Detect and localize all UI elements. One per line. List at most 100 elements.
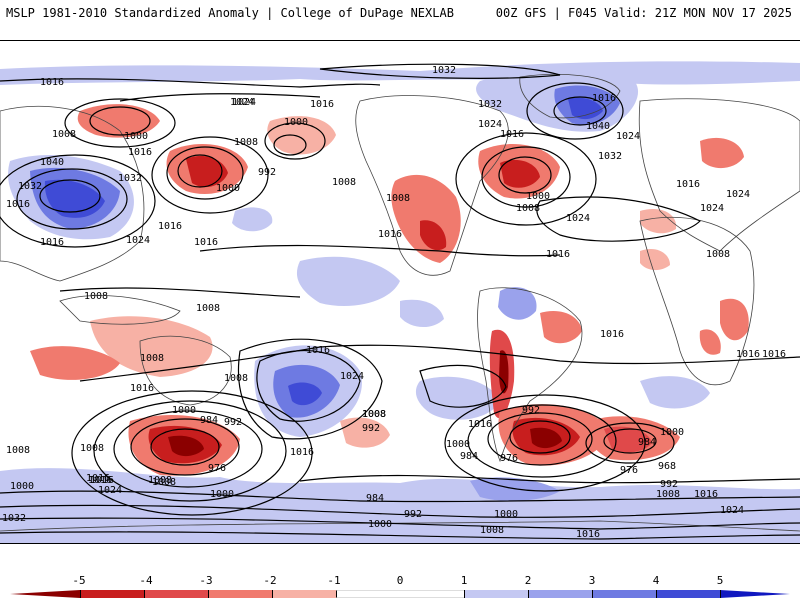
colorbar-tick: 0 — [396, 574, 404, 587]
colorbar-segment — [10, 590, 80, 598]
isobar-label: 1024 — [98, 485, 122, 496]
isobar-label: 1032 — [2, 513, 26, 524]
isobar-label: 1024 — [232, 97, 256, 108]
south-pacific-negative-east — [340, 417, 390, 448]
isobar-label: 1032 — [432, 65, 456, 76]
asia-west-outline — [0, 106, 145, 282]
north-atlantic-negative-core — [500, 159, 540, 188]
isobar-1024-atl-high — [536, 196, 702, 242]
west-africa-negative — [640, 248, 670, 271]
gulf-alaska-negative — [267, 116, 336, 155]
isobar-label: 1024 — [720, 505, 744, 516]
isobar-label: 1008 — [224, 373, 248, 384]
isobar-label: 968 — [658, 461, 676, 472]
greenland-outline — [519, 73, 621, 119]
isobar-label: 1016 — [468, 419, 492, 430]
isobar-label: 1008 — [362, 409, 386, 420]
map-title: MSLP 1981-2010 Standardized Anomaly | Co… — [6, 6, 454, 20]
south-africa-negative — [699, 329, 721, 355]
isobar-label: 1008 — [480, 525, 504, 536]
isobar-label: 984 — [638, 437, 656, 448]
isobar-label: 992 — [362, 423, 380, 434]
isobar-label: 1024 — [126, 235, 150, 246]
colorbar-tick: 1 — [460, 574, 468, 587]
east-africa-negative — [720, 298, 749, 341]
isobar-label: 1008 — [152, 477, 176, 488]
isobar-label: 1024 — [726, 189, 750, 200]
isobar-968-so-low — [603, 428, 657, 454]
isobar-label: 1008 — [516, 203, 540, 214]
isobar-1008-np-low2 — [151, 136, 269, 214]
isobar-label: 1040 — [40, 157, 64, 168]
isobar-label: 1024 — [616, 131, 640, 142]
colorbar-tick: -1 — [327, 574, 341, 587]
isobar-1008-atl-low — [481, 146, 571, 208]
colorbar-segment — [144, 590, 208, 598]
isobar-label: 976 — [500, 453, 518, 464]
land-outlines — [0, 73, 800, 532]
colorbar-segment — [80, 590, 144, 598]
isobar-1016-north — [0, 78, 381, 88]
isobar-label: 1008 — [362, 409, 386, 420]
isobar-label: 1000 — [494, 509, 518, 520]
isobar-label: 1016 — [310, 99, 334, 110]
isobar-label: 1016 — [736, 349, 760, 360]
isobar-label: 1000 — [172, 405, 196, 416]
isobar-label: 984 — [460, 451, 478, 462]
anomaly-map[interactable]: 1016 1024 1016 1032 1032 1024 1008 1000 … — [0, 40, 800, 544]
colorbar-tick: -3 — [199, 574, 213, 587]
isobar-1024-siberia — [0, 154, 156, 248]
isobar-1024-sa-high — [419, 364, 507, 408]
isobar-label: 1008 — [656, 489, 680, 500]
isobar-1008-si-low — [71, 390, 313, 516]
isobar-976-so-low — [585, 422, 675, 464]
isobar-label: 1016 — [762, 349, 786, 360]
isobar-label: 1016 — [592, 93, 616, 104]
isobar-label: 1016 — [694, 489, 718, 500]
colorbar-segment — [528, 590, 592, 598]
west-pacific-negative — [30, 346, 120, 380]
isobar-label: 1000 — [10, 481, 34, 492]
europe-negative — [700, 137, 744, 169]
isobar-992-goa — [273, 134, 307, 156]
middle-east-negative — [640, 209, 677, 234]
isobar-1000-sa-low — [444, 394, 646, 492]
isobar-label: 1016 — [576, 529, 600, 540]
chile-negative-core — [499, 350, 509, 394]
isobar-1024-sp-high — [256, 350, 361, 422]
isobar-labels: 1016 1024 1016 1032 1032 1024 1008 1000 … — [2, 65, 786, 540]
isobar-label: 1016 — [86, 473, 110, 484]
isobar-1040-atlantic — [553, 96, 607, 126]
atlantic-positive-center — [568, 97, 603, 120]
isobar-1032-arctic — [319, 63, 561, 79]
isobar-label: 1016 — [500, 129, 524, 140]
indonesia-outline — [59, 295, 181, 325]
isobar-label: 1000 — [446, 439, 470, 450]
equatorial-positive-1 — [296, 256, 400, 307]
isobar-label: 1008 — [234, 137, 258, 148]
isobar-1000-goa — [264, 122, 326, 160]
isobar-984-si-low — [130, 418, 240, 476]
isobar-label: 984 — [200, 415, 218, 426]
brazil-negative — [540, 311, 582, 344]
north-pacific-positive — [232, 207, 273, 232]
colorbar-tick: 4 — [652, 574, 660, 587]
valid-time: 00Z GFS | F045 Valid: 21Z MON NOV 17 202… — [495, 6, 792, 20]
isobar-label: 1008 — [148, 475, 172, 486]
colorbar-segment — [464, 590, 528, 598]
isobar-1000-southern — [0, 504, 800, 518]
isobar-1032-siberia — [16, 168, 128, 230]
isobar-label: 1016 — [88, 475, 112, 486]
isobar-label: 976 — [208, 463, 226, 474]
isobar-1000-atl-low — [498, 156, 552, 194]
isobar-label: 1024 — [566, 213, 590, 224]
isobar-label: 1008 — [84, 291, 108, 302]
isobar-label: 1000 — [216, 183, 240, 194]
colorbar-segment — [336, 590, 464, 598]
colorbar-segment — [656, 590, 720, 598]
isobar-label: 1032 — [598, 151, 622, 162]
isobar-1008-tropic — [59, 287, 301, 298]
anomaly-shading — [0, 61, 800, 543]
isobar-label: 1024 — [478, 119, 502, 130]
equatorial-positive-2 — [400, 299, 444, 328]
